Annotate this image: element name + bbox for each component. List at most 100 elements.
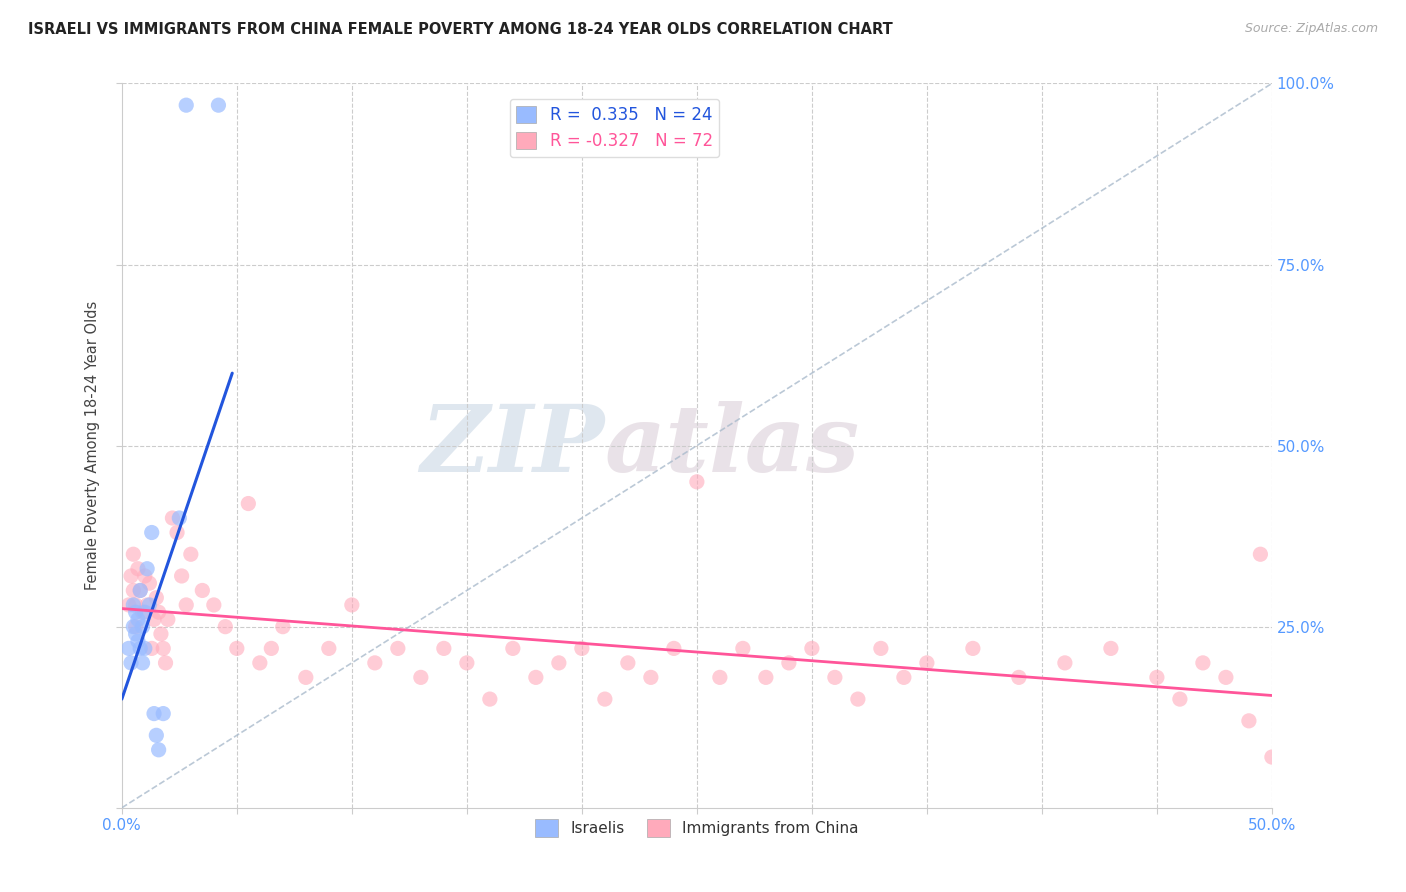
Point	[122, 598, 145, 612]
Point	[148, 743, 170, 757]
Point	[1168, 692, 1191, 706]
Point	[387, 641, 409, 656]
Point	[524, 670, 547, 684]
Point	[124, 605, 146, 619]
Point	[141, 525, 163, 540]
Point	[149, 627, 172, 641]
Point	[1261, 750, 1284, 764]
Point	[127, 562, 149, 576]
Point	[662, 641, 685, 656]
Text: Source: ZipAtlas.com: Source: ZipAtlas.com	[1244, 22, 1378, 36]
Point	[118, 598, 141, 612]
Point	[129, 583, 152, 598]
Point	[120, 656, 142, 670]
Point	[174, 598, 197, 612]
Point	[122, 547, 145, 561]
Point	[152, 641, 174, 656]
Point	[174, 98, 197, 112]
Point	[129, 641, 152, 656]
Point	[141, 641, 163, 656]
Point	[170, 569, 193, 583]
Point	[148, 605, 170, 619]
Point	[143, 612, 166, 626]
Point	[778, 656, 800, 670]
Point	[686, 475, 709, 489]
Point	[800, 641, 823, 656]
Point	[755, 670, 778, 684]
Point	[155, 656, 177, 670]
Point	[433, 641, 456, 656]
Point	[134, 641, 156, 656]
Point	[1249, 547, 1271, 561]
Point	[617, 656, 640, 670]
Point	[131, 605, 153, 619]
Point	[156, 612, 179, 626]
Point	[122, 583, 145, 598]
Point	[456, 656, 478, 670]
Point	[731, 641, 754, 656]
Point	[127, 634, 149, 648]
Point	[207, 98, 229, 112]
Point	[260, 641, 283, 656]
Point	[214, 620, 236, 634]
Point	[124, 598, 146, 612]
Point	[124, 627, 146, 641]
Point	[824, 670, 846, 684]
Point	[138, 576, 160, 591]
Text: ISRAELI VS IMMIGRANTS FROM CHINA FEMALE POVERTY AMONG 18-24 YEAR OLDS CORRELATIO: ISRAELI VS IMMIGRANTS FROM CHINA FEMALE …	[28, 22, 893, 37]
Point	[271, 620, 294, 634]
Point	[1215, 670, 1237, 684]
Text: ZIP: ZIP	[420, 401, 605, 491]
Point	[136, 598, 159, 612]
Point	[166, 525, 188, 540]
Point	[122, 620, 145, 634]
Point	[640, 670, 662, 684]
Point	[364, 656, 387, 670]
Point	[202, 598, 225, 612]
Point	[1237, 714, 1260, 728]
Point	[409, 670, 432, 684]
Legend: Israelis, Immigrants from China: Israelis, Immigrants from China	[529, 813, 865, 844]
Point	[249, 656, 271, 670]
Point	[915, 656, 938, 670]
Point	[162, 511, 184, 525]
Point	[1192, 656, 1215, 670]
Point	[118, 641, 141, 656]
Point	[870, 641, 893, 656]
Point	[1008, 670, 1031, 684]
Point	[134, 605, 156, 619]
Point	[136, 562, 159, 576]
Point	[547, 656, 569, 670]
Point	[846, 692, 869, 706]
Point	[134, 569, 156, 583]
Point	[145, 591, 167, 605]
Point	[238, 497, 260, 511]
Y-axis label: Female Poverty Among 18-24 Year Olds: Female Poverty Among 18-24 Year Olds	[86, 301, 100, 591]
Text: atlas: atlas	[605, 401, 860, 491]
Point	[593, 692, 616, 706]
Point	[127, 612, 149, 626]
Point	[340, 598, 363, 612]
Point	[478, 692, 501, 706]
Point	[131, 656, 153, 670]
Point	[131, 620, 153, 634]
Point	[129, 583, 152, 598]
Point	[143, 706, 166, 721]
Point	[502, 641, 524, 656]
Point	[145, 728, 167, 742]
Point	[138, 598, 160, 612]
Point	[295, 670, 318, 684]
Point	[1146, 670, 1168, 684]
Point	[1099, 641, 1122, 656]
Point	[169, 511, 191, 525]
Point	[318, 641, 340, 656]
Point	[124, 620, 146, 634]
Point	[225, 641, 247, 656]
Point	[571, 641, 593, 656]
Point	[180, 547, 202, 561]
Point	[191, 583, 214, 598]
Point	[962, 641, 984, 656]
Point	[120, 569, 142, 583]
Point	[893, 670, 915, 684]
Point	[709, 670, 731, 684]
